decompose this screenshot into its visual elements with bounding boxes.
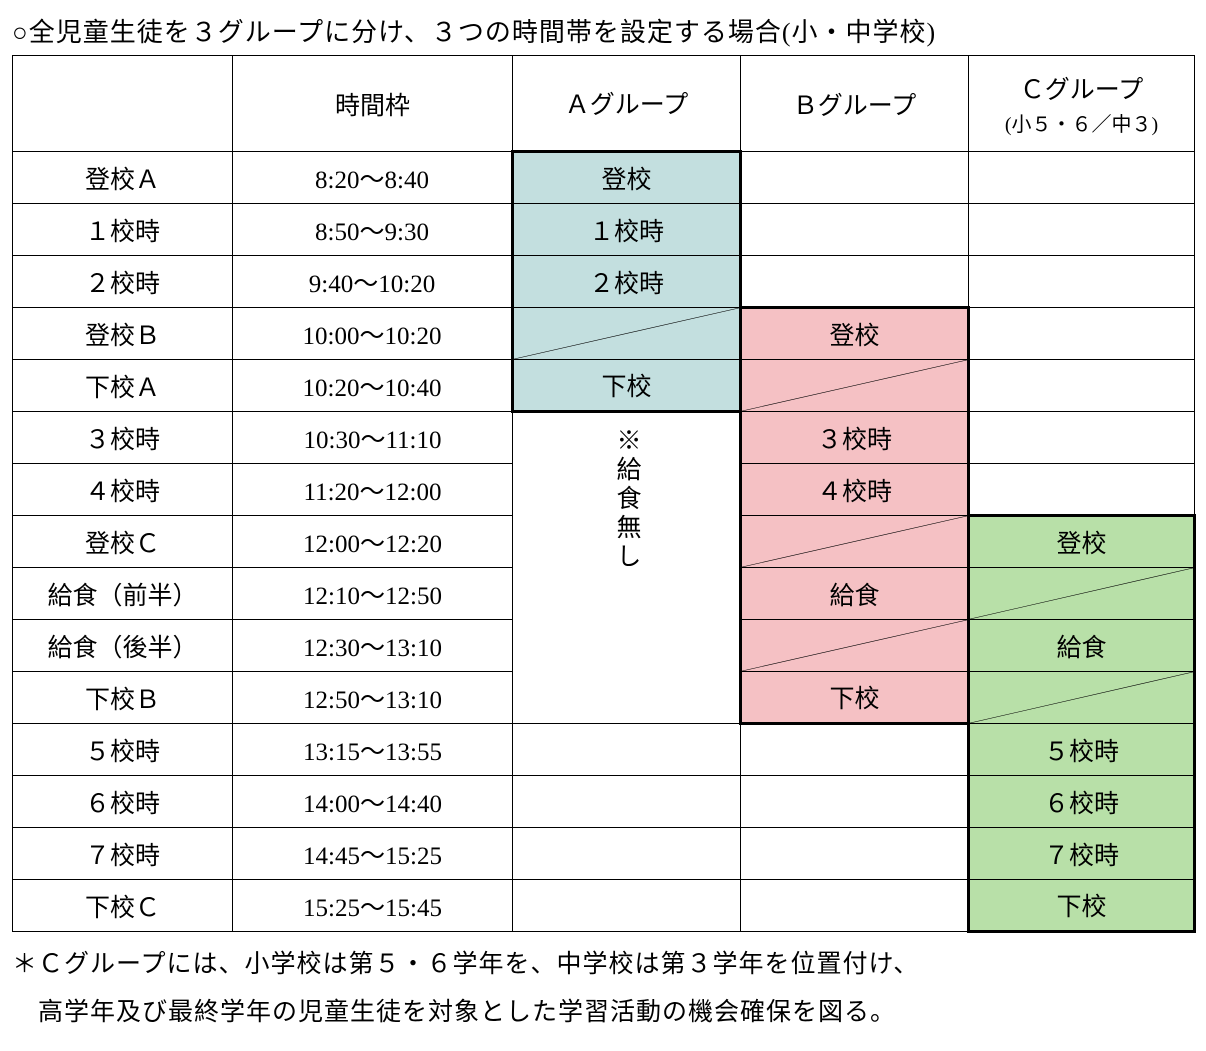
cell-a-11 bbox=[513, 724, 741, 776]
cell-b-0 bbox=[741, 152, 969, 204]
row-time-3: 10:00～10:20 bbox=[233, 308, 513, 360]
header-group-c: Ｃグループ (小５・６／中３) bbox=[969, 56, 1195, 152]
row-label-2: ２校時 bbox=[13, 256, 233, 308]
header-blank bbox=[13, 56, 233, 152]
row-label-12: ６校時 bbox=[13, 776, 233, 828]
row-time-10: 12:50～13:10 bbox=[233, 672, 513, 724]
row-label-4: 下校Ａ bbox=[13, 360, 233, 412]
row-label-8: 給食（前半） bbox=[13, 568, 233, 620]
row-1: １校時8:50～9:30１校時 bbox=[13, 204, 1195, 256]
row-label-6: ４校時 bbox=[13, 464, 233, 516]
header-time: 時間枠 bbox=[233, 56, 513, 152]
row-label-3: 登校Ｂ bbox=[13, 308, 233, 360]
cell-a-4: 下校 bbox=[513, 360, 741, 412]
cell-a-13 bbox=[513, 828, 741, 880]
cell-c-2 bbox=[969, 256, 1195, 308]
cell-c-1 bbox=[969, 204, 1195, 256]
cell-a-14 bbox=[513, 880, 741, 932]
cell-b-3: 登校 bbox=[741, 308, 969, 360]
cell-b-14 bbox=[741, 880, 969, 932]
cell-c-8 bbox=[969, 568, 1195, 620]
schedule-table: 時間枠 Ａグループ Ｂグループ Ｃグループ (小５・６／中３) 登校Ａ8:20～… bbox=[12, 55, 1196, 933]
row-time-6: 11:20～12:00 bbox=[233, 464, 513, 516]
header-group-a: Ａグループ bbox=[513, 56, 741, 152]
row-14: 下校Ｃ15:25～15:45 下校 bbox=[13, 880, 1195, 932]
cell-b-1 bbox=[741, 204, 969, 256]
header-c-label: Ｃグループ bbox=[1020, 77, 1144, 104]
cell-c-12: ６校時 bbox=[969, 776, 1195, 828]
cell-a-12 bbox=[513, 776, 741, 828]
row-label-5: ３校時 bbox=[13, 412, 233, 464]
cell-c-6 bbox=[969, 464, 1195, 516]
row-4: 下校Ａ10:20～10:40下校 bbox=[13, 360, 1195, 412]
row-time-0: 8:20～8:40 bbox=[233, 152, 513, 204]
row-13: ７校時14:45～15:25７校時 bbox=[13, 828, 1195, 880]
row-time-14: 15:25～15:45 bbox=[233, 880, 513, 932]
cell-b-4 bbox=[741, 360, 969, 412]
cell-a-1: １校時 bbox=[513, 204, 741, 256]
footnote-line-2: 高学年及び最終学年の児童生徒を対象とした学習活動の機会確保を図る。 bbox=[12, 989, 1194, 1037]
cell-c-4 bbox=[969, 360, 1195, 412]
cell-c-7: 登校 bbox=[969, 516, 1195, 568]
cell-b-10: 下校 bbox=[741, 672, 969, 724]
header-group-b: Ｂグループ bbox=[741, 56, 969, 152]
header-row: 時間枠 Ａグループ Ｂグループ Ｃグループ (小５・６／中３) bbox=[13, 56, 1195, 152]
cell-c-11: ５校時 bbox=[969, 724, 1195, 776]
row-time-13: 14:45～15:25 bbox=[233, 828, 513, 880]
footnote-line-1: ＊Ｃグループには、小学校は第５・６学年を、中学校は第３学年を位置付け、 bbox=[12, 941, 1194, 989]
cell-b-2 bbox=[741, 256, 969, 308]
row-time-5: 10:30～11:10 bbox=[233, 412, 513, 464]
header-c-sub: (小５・６／中３) bbox=[969, 108, 1194, 137]
cell-a-2: ２校時 bbox=[513, 256, 741, 308]
cell-b-7 bbox=[741, 516, 969, 568]
footnote: ＊Ｃグループには、小学校は第５・６学年を、中学校は第３学年を位置付け、 高学年及… bbox=[12, 941, 1194, 1036]
row-time-7: 12:00～12:20 bbox=[233, 516, 513, 568]
row-11: ５校時13:15～13:55５校時 bbox=[13, 724, 1195, 776]
cell-a-0: 登校 bbox=[513, 152, 741, 204]
row-12: ６校時14:00～14:40６校時 bbox=[13, 776, 1195, 828]
cell-a-5: ※給食無し bbox=[513, 412, 741, 724]
cell-c-10 bbox=[969, 672, 1195, 724]
row-time-4: 10:20～10:40 bbox=[233, 360, 513, 412]
no-lunch-note: ※給食無し bbox=[608, 427, 644, 572]
cell-b-5: ３校時 bbox=[741, 412, 969, 464]
cell-c-14: 下校 bbox=[969, 880, 1195, 932]
row-3: 登校Ｂ10:00～10:20 登校 bbox=[13, 308, 1195, 360]
row-time-12: 14:00～14:40 bbox=[233, 776, 513, 828]
cell-a-3 bbox=[513, 308, 741, 360]
cell-b-11 bbox=[741, 724, 969, 776]
cell-c-0 bbox=[969, 152, 1195, 204]
cell-b-8: 給食 bbox=[741, 568, 969, 620]
cell-b-9 bbox=[741, 620, 969, 672]
row-time-11: 13:15～13:55 bbox=[233, 724, 513, 776]
cell-b-13 bbox=[741, 828, 969, 880]
cell-c-13: ７校時 bbox=[969, 828, 1195, 880]
row-label-13: ７校時 bbox=[13, 828, 233, 880]
cell-c-3 bbox=[969, 308, 1195, 360]
row-5: ３校時10:30～11:10※給食無し３校時 bbox=[13, 412, 1195, 464]
row-label-11: ５校時 bbox=[13, 724, 233, 776]
cell-b-6: ４校時 bbox=[741, 464, 969, 516]
row-2: ２校時9:40～10:20２校時 bbox=[13, 256, 1195, 308]
row-time-8: 12:10～12:50 bbox=[233, 568, 513, 620]
cell-c-5 bbox=[969, 412, 1195, 464]
row-label-10: 下校Ｂ bbox=[13, 672, 233, 724]
row-label-1: １校時 bbox=[13, 204, 233, 256]
cell-c-9: 給食 bbox=[969, 620, 1195, 672]
cell-b-12 bbox=[741, 776, 969, 828]
row-label-9: 給食（後半） bbox=[13, 620, 233, 672]
page-title: ○全児童生徒を３グループに分け、３つの時間帯を設定する場合(小・中学校) bbox=[12, 12, 1194, 49]
row-time-9: 12:30～13:10 bbox=[233, 620, 513, 672]
row-time-1: 8:50～9:30 bbox=[233, 204, 513, 256]
row-0: 登校Ａ8:20～8:40登校 bbox=[13, 152, 1195, 204]
row-label-0: 登校Ａ bbox=[13, 152, 233, 204]
row-label-14: 下校Ｃ bbox=[13, 880, 233, 932]
row-time-2: 9:40～10:20 bbox=[233, 256, 513, 308]
row-label-7: 登校Ｃ bbox=[13, 516, 233, 568]
